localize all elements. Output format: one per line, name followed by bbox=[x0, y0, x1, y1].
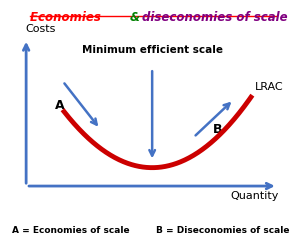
Text: A = Economies of scale: A = Economies of scale bbox=[12, 226, 130, 235]
Text: &: & bbox=[130, 11, 145, 24]
Text: Economies: Economies bbox=[30, 11, 105, 24]
Text: A: A bbox=[55, 99, 65, 112]
Text: Costs: Costs bbox=[25, 24, 56, 34]
Text: diseconomies of scale: diseconomies of scale bbox=[142, 11, 288, 24]
Text: B = Diseconomies of scale: B = Diseconomies of scale bbox=[156, 226, 290, 235]
Text: LRAC: LRAC bbox=[255, 82, 284, 92]
Text: Minimum efficient scale: Minimum efficient scale bbox=[82, 45, 223, 55]
Text: Quantity: Quantity bbox=[231, 191, 279, 201]
Text: B: B bbox=[213, 123, 222, 136]
